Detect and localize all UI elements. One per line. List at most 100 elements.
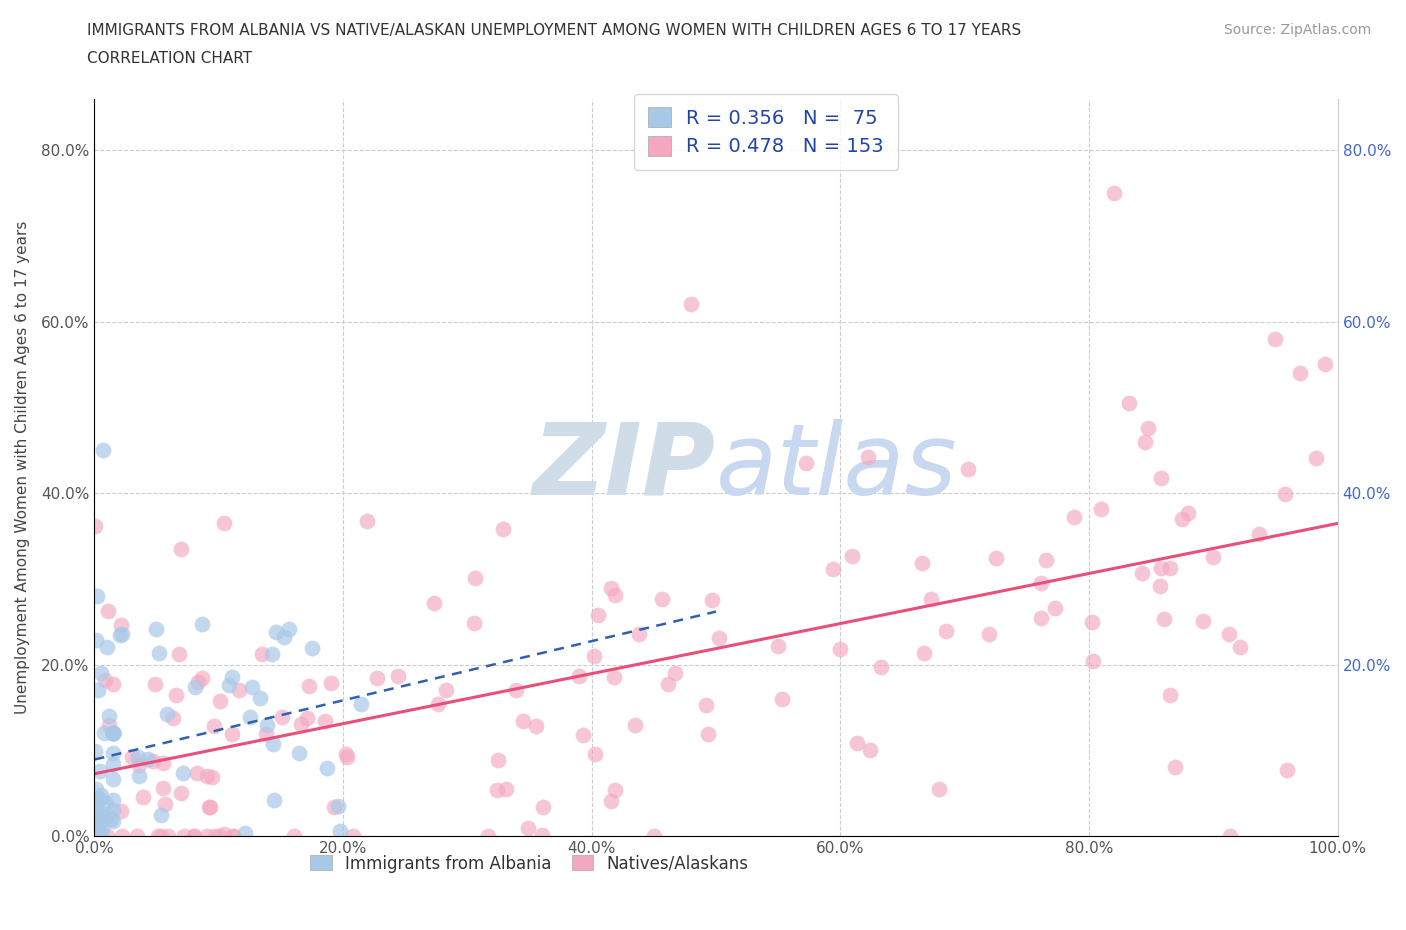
Point <box>136 751 159 766</box>
Point <box>86 589 108 604</box>
Point <box>709 631 731 645</box>
Point <box>1118 395 1140 410</box>
Point <box>568 669 591 684</box>
Point <box>256 717 278 732</box>
Point <box>512 713 534 728</box>
Point <box>290 716 312 731</box>
Point <box>603 588 626 603</box>
Point <box>335 747 357 762</box>
Point <box>200 800 222 815</box>
Point <box>1247 526 1270 541</box>
Point <box>152 756 174 771</box>
Point <box>93 725 115 740</box>
Point <box>1264 331 1286 346</box>
Point <box>84 632 107 647</box>
Point <box>148 645 170 660</box>
Point <box>1159 688 1181 703</box>
Point <box>935 624 957 639</box>
Point <box>108 628 131 643</box>
Point <box>1043 601 1066 616</box>
Point <box>516 820 538 835</box>
Point <box>262 737 284 751</box>
Point <box>298 679 321 694</box>
Point <box>152 780 174 795</box>
Point <box>495 782 517 797</box>
Point <box>531 800 554 815</box>
Point <box>83 825 105 840</box>
Point <box>101 746 124 761</box>
Point <box>98 717 121 732</box>
Point <box>1130 566 1153 581</box>
Point <box>127 750 149 764</box>
Point <box>1305 450 1327 465</box>
Point <box>86 790 108 805</box>
Point <box>387 669 409 684</box>
Point <box>1164 759 1187 774</box>
Point <box>186 765 208 780</box>
Point <box>1149 578 1171 593</box>
Point <box>603 669 626 684</box>
Point <box>204 829 226 844</box>
Point <box>87 825 110 840</box>
Point <box>912 645 935 660</box>
Point <box>1192 614 1215 629</box>
Point <box>93 672 115 687</box>
Point <box>191 617 214 631</box>
Point <box>301 641 323 656</box>
Point <box>702 592 724 607</box>
Point <box>1171 512 1194 526</box>
Point <box>828 641 851 656</box>
Point <box>643 829 665 844</box>
Point <box>127 829 149 844</box>
Text: ZIP: ZIP <box>533 418 716 516</box>
Point <box>86 796 108 811</box>
Point <box>1229 639 1251 654</box>
Point <box>928 782 950 797</box>
Point <box>485 782 508 797</box>
Point <box>121 750 143 764</box>
Point <box>657 677 679 692</box>
Point <box>198 800 221 815</box>
Point <box>240 679 263 694</box>
Point <box>321 676 343 691</box>
Point <box>191 671 214 686</box>
Point <box>89 825 111 840</box>
Point <box>250 646 273 661</box>
Point <box>84 818 107 833</box>
Point <box>273 630 295 644</box>
Point <box>89 815 111 830</box>
Point <box>221 670 243 684</box>
Point <box>651 591 673 606</box>
Point <box>571 727 593 742</box>
Point <box>841 549 863 564</box>
Point <box>173 829 195 844</box>
Point <box>911 555 934 570</box>
Point <box>434 683 457 698</box>
Point <box>1063 509 1085 524</box>
Point <box>93 810 115 825</box>
Point <box>110 804 132 818</box>
Point <box>91 823 114 838</box>
Point <box>111 627 134 642</box>
Point <box>986 551 1008 566</box>
Point <box>96 640 118 655</box>
Point <box>1153 612 1175 627</box>
Point <box>249 690 271 705</box>
Point <box>477 829 499 844</box>
Point <box>201 770 224 785</box>
Point <box>96 807 118 822</box>
Point <box>156 829 179 844</box>
Text: CORRELATION CHART: CORRELATION CHART <box>87 51 252 66</box>
Point <box>207 829 229 844</box>
Point <box>681 297 703 312</box>
Point <box>1029 611 1052 626</box>
Point <box>128 757 150 772</box>
Point <box>349 697 371 711</box>
Point <box>464 570 486 585</box>
Point <box>101 725 124 740</box>
Point <box>90 666 112 681</box>
Point <box>86 819 108 834</box>
Point <box>283 829 305 844</box>
Point <box>94 796 117 811</box>
Point <box>212 516 235 531</box>
